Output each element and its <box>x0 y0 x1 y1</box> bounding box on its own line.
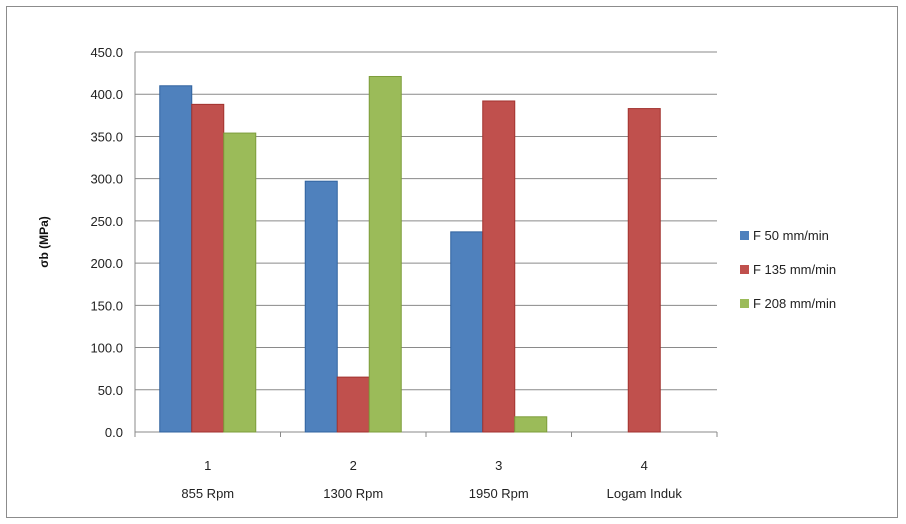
y-tick-label: 350.0 <box>90 129 123 144</box>
bar-2-series-3 <box>368 75 402 433</box>
y-tick-label: 100.0 <box>90 341 123 356</box>
bar-2-series-1 <box>304 180 338 433</box>
bar-1-series-1 <box>159 85 193 433</box>
y-tick-label: 200.0 <box>90 256 123 271</box>
bar-3-series-3 <box>514 416 548 433</box>
legend-label-2: F 135 mm/min <box>753 262 836 277</box>
x-category-sublabel: 855 Rpm <box>181 486 234 501</box>
bar-3-series-1 <box>450 231 484 433</box>
legend-swatch-2 <box>740 265 749 274</box>
y-tick-label: 450.0 <box>90 45 123 60</box>
legend-swatch-1 <box>740 231 749 240</box>
legend-label-1: F 50 mm/min <box>753 228 829 243</box>
bar-3-series-2 <box>482 100 516 433</box>
bar-1-series-2 <box>191 103 225 433</box>
y-tick-label: 0.0 <box>105 425 123 440</box>
x-tick-label: 1 <box>204 458 211 473</box>
y-tick-label: 250.0 <box>90 214 123 229</box>
y-tick-label: 400.0 <box>90 87 123 102</box>
bar-4-series-2 <box>627 108 661 433</box>
legend-swatch-3 <box>740 299 749 308</box>
bar-2-series-2 <box>336 376 370 433</box>
x-category-sublabel: 1300 Rpm <box>323 486 383 501</box>
y-axis-label: σb (MPa) <box>37 216 51 268</box>
x-tick-label: 3 <box>495 458 502 473</box>
x-tick-label: 4 <box>641 458 648 473</box>
bar-1-series-3 <box>223 132 257 433</box>
x-category-sublabel: 1950 Rpm <box>469 486 529 501</box>
x-category-sublabel: Logam Induk <box>607 486 683 501</box>
x-tick-label: 2 <box>350 458 357 473</box>
y-tick-label: 300.0 <box>90 172 123 187</box>
y-tick-label: 50.0 <box>98 383 123 398</box>
legend-label-3: F 208 mm/min <box>753 296 836 311</box>
y-tick-label: 150.0 <box>90 298 123 313</box>
